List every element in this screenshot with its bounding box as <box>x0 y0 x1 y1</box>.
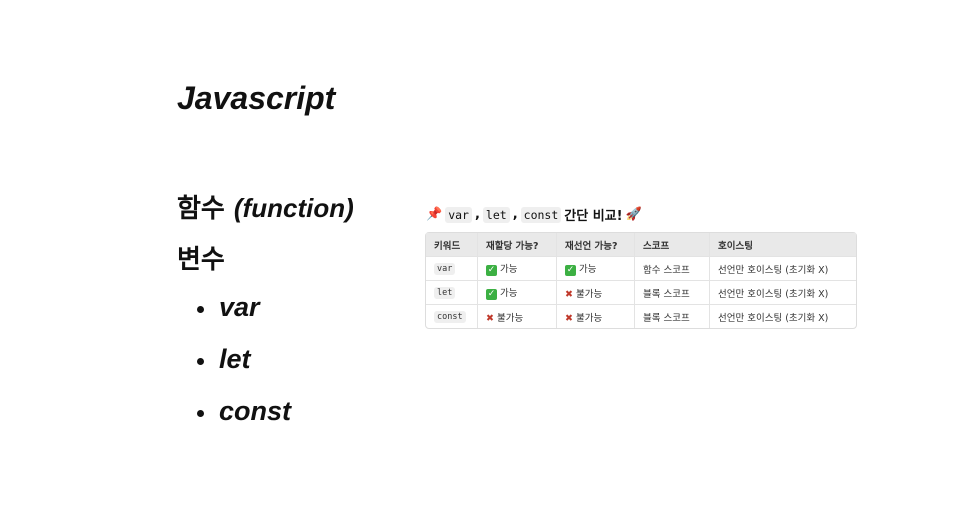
code-let: let <box>482 206 510 223</box>
cell-keyword: var <box>426 256 477 280</box>
table-row: const ✖ 불가능 ✖ 불가능 블록 스코프 선언만 호이스팅 (초기화 X) <box>426 304 856 328</box>
bullet-text: let <box>219 344 251 374</box>
header-redeclare: 재선언 가능? <box>556 233 634 256</box>
table-row: var ✓ 가능 ✓ 가능 함수 스코프 선언만 호이스팅 (초기화 X) <box>426 256 856 280</box>
heading-function-en: (function) <box>233 193 354 223</box>
keyword-code: let <box>434 287 456 299</box>
heading-function-ko: 함수 <box>177 194 225 224</box>
cell-reassign: ✓ 가능 <box>477 280 556 304</box>
cell-scope: 블록 스코프 <box>634 280 709 304</box>
status-text: 불가능 <box>496 312 524 324</box>
bullet-const: const <box>197 396 291 427</box>
cell-hoisting: 선언만 호이스팅 (초기화 X) <box>709 304 856 328</box>
page-title: Javascript <box>177 80 336 116</box>
pushpin-icon: 📌 <box>426 207 443 222</box>
table-row: let ✓ 가능 ✖ 불가능 블록 스코프 선언만 호이스팅 (초기화 X) <box>426 280 856 304</box>
cell-reassign: ✓ 가능 <box>477 256 556 280</box>
keyword-code: var <box>434 263 456 275</box>
check-icon: ✓ <box>486 289 497 300</box>
cell-redeclare: ✓ 가능 <box>556 256 634 280</box>
cross-icon: ✖ <box>565 288 573 300</box>
cell-hoisting: 선언만 호이스팅 (초기화 X) <box>709 256 856 280</box>
cell-scope: 블록 스코프 <box>634 304 709 328</box>
cross-icon: ✖ <box>565 312 573 324</box>
status-text: 불가능 <box>575 288 603 300</box>
table-header-row: 키워드 재할당 가능? 재선언 가능? 스코프 호이스팅 <box>426 233 856 256</box>
cell-redeclare: ✖ 불가능 <box>556 280 634 304</box>
cell-keyword: let <box>426 280 477 304</box>
cell-keyword: const <box>426 304 477 328</box>
heading-function: 함수 (function) <box>177 188 354 225</box>
check-icon: ✓ <box>486 265 497 276</box>
status-text: 가능 <box>579 264 597 275</box>
caption-text: 간단 비교! <box>564 209 623 224</box>
table-caption: 📌 var, let, const 간단 비교! 🚀 <box>426 206 642 224</box>
heading-variable: 변수 <box>177 245 225 275</box>
status-text: 불가능 <box>575 312 603 324</box>
bullet-text: const <box>219 396 292 426</box>
rocket-icon: 🚀 <box>625 207 642 222</box>
code-const: const <box>520 206 562 223</box>
cell-scope: 함수 스코프 <box>634 256 709 280</box>
header-keyword: 키워드 <box>426 233 477 256</box>
cross-icon: ✖ <box>486 312 494 324</box>
status-text: 가능 <box>500 288 518 299</box>
header-hoisting: 호이스팅 <box>709 233 856 256</box>
comparison-table: 키워드 재할당 가능? 재선언 가능? 스코프 호이스팅 var ✓ 가능 ✓ 가능… <box>425 232 857 329</box>
cell-reassign: ✖ 불가능 <box>477 304 556 328</box>
header-reassign: 재할당 가능? <box>477 233 556 256</box>
code-var: var <box>445 206 472 223</box>
bullet-let: let <box>197 344 251 375</box>
header-scope: 스코프 <box>634 233 709 256</box>
check-icon: ✓ <box>565 265 576 276</box>
bullet-var: var <box>197 292 260 323</box>
bullet-text: var <box>219 292 260 322</box>
keyword-code: const <box>434 311 466 323</box>
status-text: 가능 <box>500 264 518 275</box>
cell-hoisting: 선언만 호이스팅 (초기화 X) <box>709 280 856 304</box>
cell-redeclare: ✖ 불가능 <box>556 304 634 328</box>
